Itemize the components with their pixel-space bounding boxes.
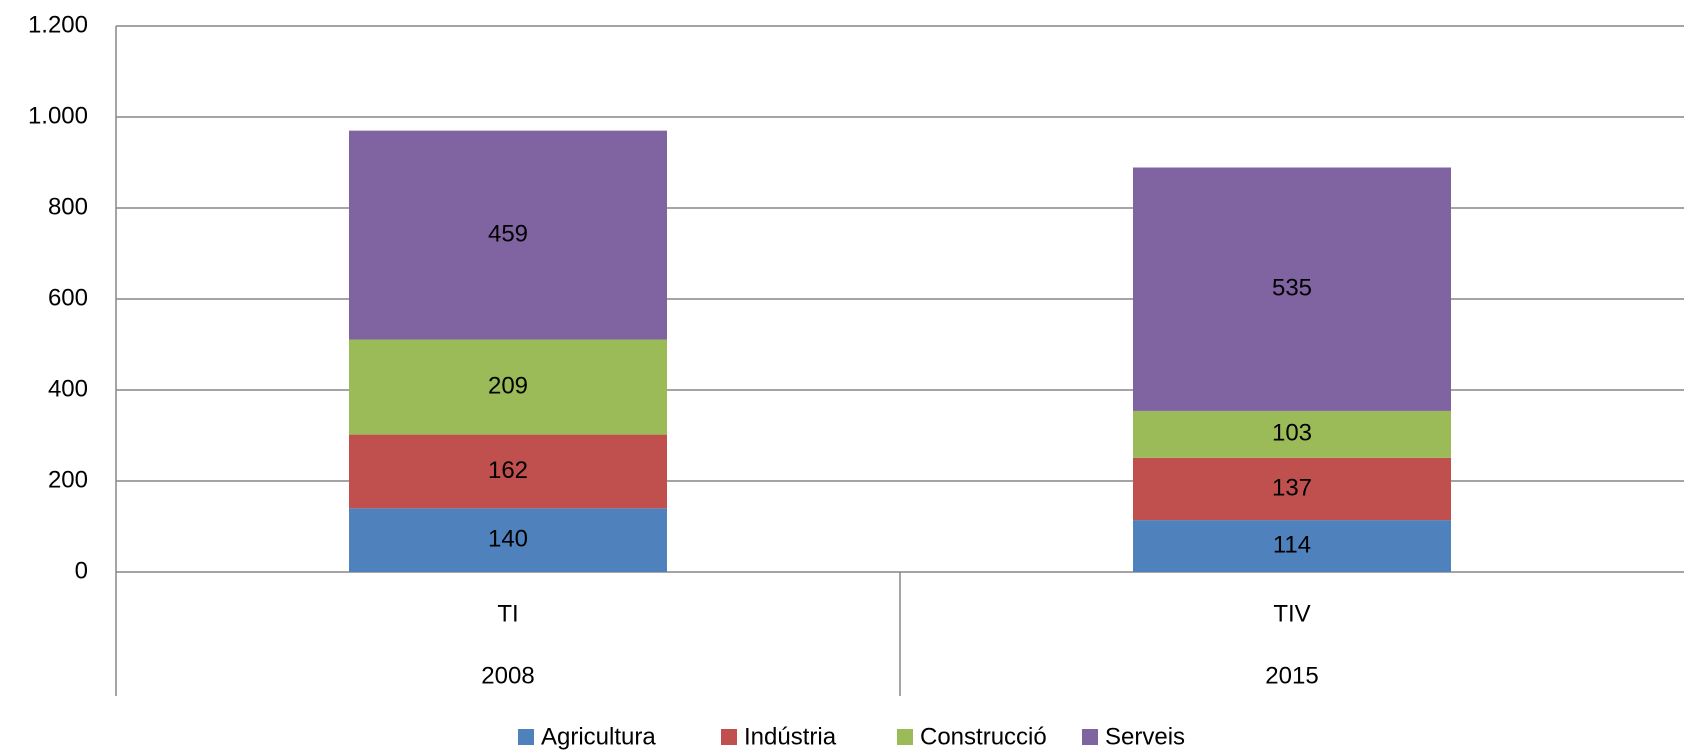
y-tick-label: 400 — [48, 375, 88, 402]
x-tick-label: TI — [497, 600, 518, 627]
data-label: 209 — [488, 372, 528, 399]
y-tick-label: 1.200 — [28, 11, 88, 38]
y-tick-label: 800 — [48, 193, 88, 220]
bar-segment — [1133, 410, 1451, 458]
x-group-label: 2008 — [481, 662, 534, 689]
bar-segment — [1133, 520, 1451, 572]
data-label: 535 — [1272, 275, 1312, 302]
bar-segment — [349, 508, 667, 572]
bar-segment — [1133, 167, 1451, 411]
legend-label: Agricultura — [541, 723, 656, 750]
legend-label: Construcció — [920, 723, 1047, 750]
x-tick-label: TIV — [1273, 600, 1310, 627]
data-label: 103 — [1272, 420, 1312, 447]
legend-swatch — [721, 729, 737, 745]
x-group-label: 2015 — [1265, 662, 1318, 689]
y-tick-label: 600 — [48, 284, 88, 311]
bar-segment — [1133, 457, 1451, 521]
legend-swatch — [1082, 729, 1098, 745]
data-label: 140 — [488, 525, 528, 552]
y-tick-label: 200 — [48, 466, 88, 493]
legend-label: Serveis — [1105, 723, 1185, 750]
y-tick-label: 1.000 — [28, 102, 88, 129]
bar-segment — [349, 130, 667, 340]
legend-label: Indústria — [744, 723, 837, 750]
legend-swatch — [518, 729, 534, 745]
bar-segment — [349, 434, 667, 509]
bar-segment — [349, 339, 667, 435]
data-label: 459 — [488, 220, 528, 247]
y-tick-label: 0 — [75, 557, 88, 584]
data-label: 114 — [1273, 531, 1311, 558]
data-label: 162 — [488, 457, 528, 484]
legend-swatch — [897, 729, 913, 745]
data-label: 137 — [1272, 474, 1312, 501]
